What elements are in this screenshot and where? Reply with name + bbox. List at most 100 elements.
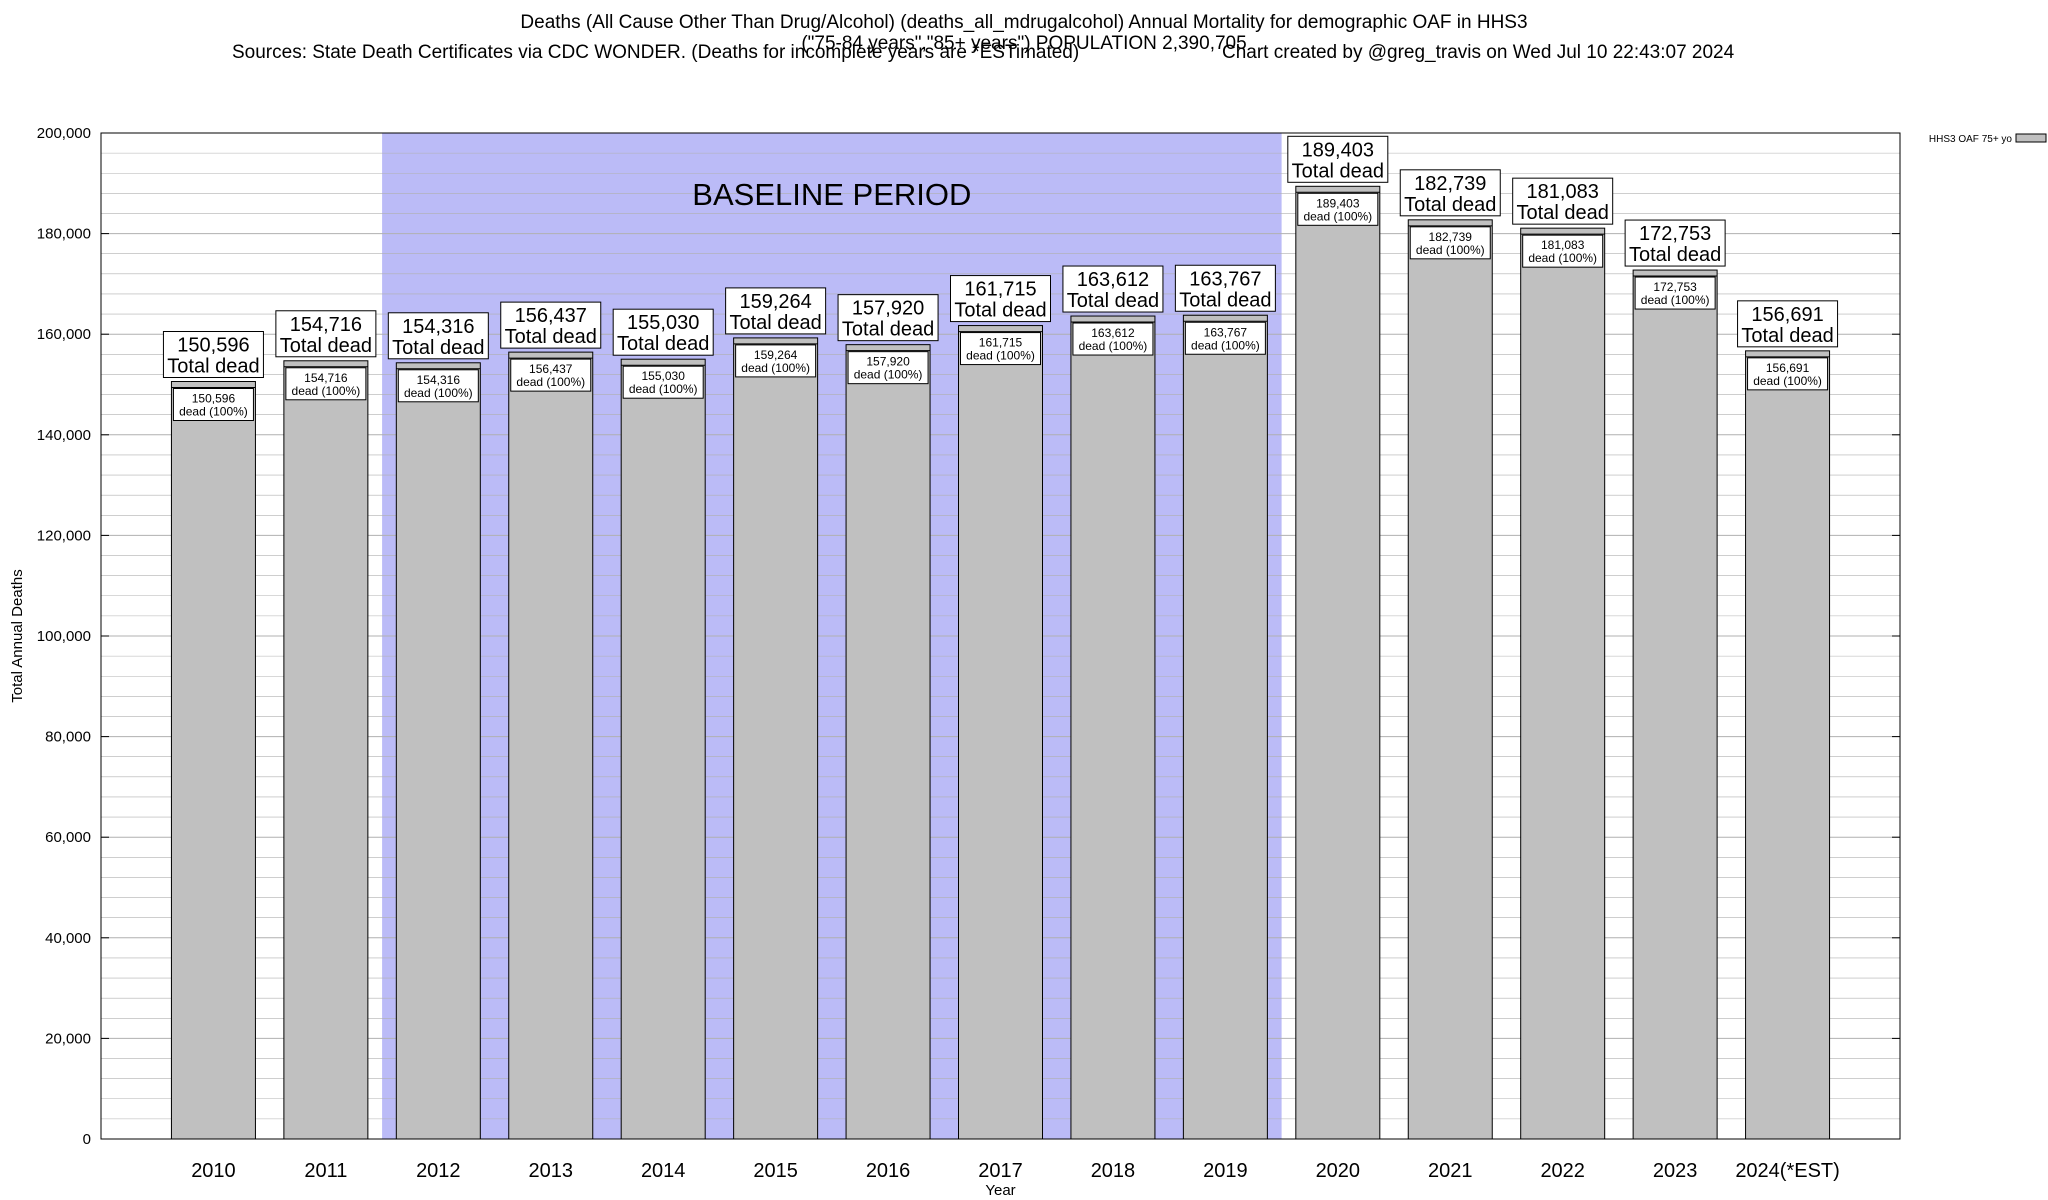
bar-inner-percent-label: dead (100%): [1079, 339, 1148, 353]
bar-inner-percent-label: dead (100%): [1641, 293, 1710, 307]
bar-inner-value-label: 181,083: [1541, 238, 1585, 252]
bar-total-suffix-label: Total dead: [392, 337, 484, 359]
bar-total-label-box: [1512, 177, 1614, 225]
y-tick-label: 100,000: [37, 628, 91, 645]
x-tick-label: 2013: [529, 1160, 574, 1182]
bar-inner-label-box: [1634, 276, 1716, 310]
bar-total-value-label: 155,030: [627, 312, 699, 334]
bar-inner-label-box: [1522, 234, 1604, 268]
bar-total-value-label: 161,715: [964, 279, 1036, 301]
bar-inner-value-label: 156,437: [529, 362, 573, 376]
y-tick-label: 60,000: [45, 829, 91, 846]
x-tick-label: 2016: [866, 1160, 911, 1182]
bar-total-label-box: [725, 287, 827, 335]
bar-total-label-box: [387, 312, 489, 360]
bar: [283, 360, 369, 1140]
bar-inner-percent-label: dead (100%): [1753, 374, 1822, 388]
bar-inner-value-label: 163,612: [1091, 326, 1135, 340]
bar-inner-label-box: [1747, 357, 1829, 391]
bar-total-value-label: 172,753: [1639, 223, 1711, 245]
x-tick-label: 2011: [304, 1160, 347, 1182]
bar: [170, 381, 256, 1140]
bar: [1182, 314, 1268, 1140]
bar: [1407, 219, 1493, 1140]
bar-total-value-label: 163,612: [1077, 269, 1149, 291]
bar-inner-label-box: [847, 351, 929, 385]
bar-total-label-box: [500, 301, 602, 349]
bar-inner-percent-label: dead (100%): [1191, 338, 1260, 352]
bar-total-suffix-label: Total dead: [1517, 202, 1609, 224]
bar-inner-percent-label: dead (100%): [1303, 209, 1372, 223]
bar-total-label-box: [1062, 265, 1164, 313]
chart-title: Deaths (All Cause Other Than Drug/Alcoho…: [0, 12, 2048, 54]
bar-inner-percent-label: dead (100%): [516, 375, 585, 389]
bar: [733, 337, 819, 1140]
y-tick-label: 180,000: [37, 226, 91, 243]
bar-total-label-box: [950, 275, 1051, 323]
bar-inner-value-label: 155,030: [641, 369, 685, 383]
bar-inner-percent-label: dead (100%): [854, 368, 923, 382]
bar-inner-percent-label: dead (100%): [1416, 243, 1485, 257]
bar-total-label-box: [162, 331, 264, 379]
legend-swatch: [2015, 133, 2047, 143]
y-tick-label: 160,000: [37, 326, 91, 343]
bar-total-value-label: 182,739: [1414, 173, 1486, 195]
bar-total-suffix-label: Total dead: [1404, 194, 1496, 216]
bar-inner-label-box: [1409, 226, 1491, 260]
chart-credit: Chart created by @greg_travis on Wed Jul…: [1222, 42, 1735, 63]
bar-inner-label-box: [172, 388, 254, 422]
bar-inner-percent-label: dead (100%): [179, 405, 248, 419]
bar-total-suffix-label: Total dead: [505, 326, 597, 348]
bar-total-suffix-label: Total dead: [1629, 244, 1721, 266]
bar-inner-percent-label: dead (100%): [404, 386, 473, 400]
x-axis-label: Year: [985, 1182, 1015, 1199]
bar-total-label-box: [275, 310, 377, 358]
bar: [395, 362, 481, 1140]
bar-total-suffix-label: Total dead: [280, 335, 372, 357]
bar-inner-label-box: [1297, 192, 1379, 226]
bar-total-value-label: 157,920: [852, 298, 924, 320]
x-tick-label: 2015: [753, 1160, 798, 1182]
bar-inner-percent-label: dead (100%): [629, 382, 698, 396]
x-tick-label: 2021: [1428, 1160, 1473, 1182]
x-tick-label: 2010: [191, 1160, 236, 1182]
bar-total-suffix-label: Total dead: [617, 333, 709, 355]
bar-total-suffix-label: Total dead: [1741, 325, 1833, 347]
x-tick-label: 2014: [641, 1160, 686, 1182]
bar-inner-value-label: 189,403: [1316, 196, 1360, 210]
bar-inner-value-label: 156,691: [1766, 361, 1810, 375]
y-tick-label: 0: [83, 1131, 91, 1148]
bar-total-suffix-label: Total dead: [167, 356, 259, 378]
x-tick-label: 2019: [1203, 1160, 1248, 1182]
bar-total-label-box: [1399, 169, 1501, 217]
bar-inner-percent-label: dead (100%): [741, 361, 810, 375]
bar: [508, 351, 594, 1140]
bar-total-value-label: 156,691: [1751, 304, 1823, 326]
chart-title-line1: Deaths (All Cause Other Than Drug/Alcoho…: [520, 12, 1528, 33]
bar: [1295, 185, 1381, 1140]
bar-inner-percent-label: dead (100%): [1528, 251, 1597, 265]
bar-total-suffix-label: Total dead: [954, 300, 1046, 322]
bar-inner-percent-label: dead (100%): [966, 349, 1035, 363]
bar-total-label-box: [612, 308, 714, 356]
bar-inner-label-box: [510, 358, 592, 392]
bar-total-suffix-label: Total dead: [1067, 290, 1159, 312]
bar: [620, 358, 706, 1140]
bar-total-label-box: [1737, 300, 1839, 348]
bar-inner-label-box: [735, 344, 817, 378]
x-tick-label: 2020: [1316, 1160, 1361, 1182]
bar-total-value-label: 154,716: [290, 314, 362, 336]
bar-inner-label-box: [960, 332, 1041, 366]
bar-total-suffix-label: Total dead: [1292, 160, 1384, 182]
bar-inner-value-label: 154,316: [417, 373, 461, 387]
x-tick-label: 2022: [1540, 1160, 1585, 1182]
y-tick-label: 140,000: [37, 427, 91, 444]
bar: [1745, 350, 1831, 1140]
y-tick-label: 120,000: [37, 527, 91, 544]
bar-inner-value-label: 161,715: [979, 336, 1023, 350]
bar-total-value-label: 181,083: [1527, 181, 1599, 203]
y-tick-label: 80,000: [45, 729, 91, 746]
bar-total-value-label: 150,596: [177, 335, 249, 357]
y-tick-label: 200,000: [37, 125, 91, 142]
bar-total-value-label: 156,437: [515, 305, 587, 327]
